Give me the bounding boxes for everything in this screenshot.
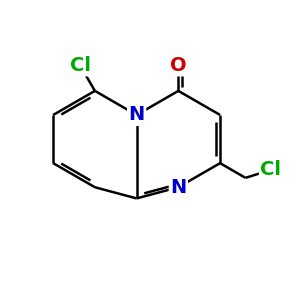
Text: N: N [170, 178, 187, 197]
Text: Cl: Cl [260, 160, 281, 179]
Text: Cl: Cl [70, 56, 91, 75]
Text: O: O [170, 56, 187, 75]
Text: N: N [128, 106, 145, 124]
